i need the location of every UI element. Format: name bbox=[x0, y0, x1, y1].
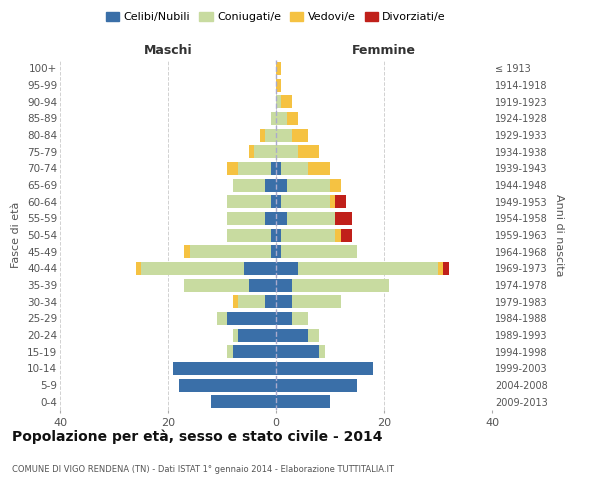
Bar bbox=[330, 195, 335, 208]
Bar bbox=[287, 212, 335, 225]
Bar bbox=[276, 278, 292, 291]
Text: COMUNE DI VIGO RENDENA (TN) - Dati ISTAT 1° gennaio 2014 - Elaborazione TUTTITAL: COMUNE DI VIGO RENDENA (TN) - Dati ISTAT… bbox=[12, 465, 394, 474]
Y-axis label: Fasce di età: Fasce di età bbox=[11, 202, 22, 268]
Bar bbox=[330, 178, 341, 192]
Bar bbox=[265, 128, 276, 141]
Bar bbox=[298, 262, 438, 275]
Bar bbox=[281, 95, 292, 108]
Bar bbox=[287, 178, 330, 192]
Bar bbox=[227, 162, 238, 175]
Bar bbox=[233, 345, 276, 358]
Bar bbox=[184, 245, 190, 258]
Bar bbox=[276, 328, 308, 342]
Bar bbox=[244, 262, 276, 275]
Bar bbox=[217, 312, 227, 325]
Bar bbox=[298, 145, 319, 158]
Bar bbox=[276, 195, 281, 208]
Bar bbox=[276, 212, 287, 225]
Bar bbox=[281, 245, 357, 258]
Bar bbox=[335, 228, 341, 241]
Bar bbox=[276, 162, 281, 175]
Bar bbox=[184, 278, 249, 291]
Bar bbox=[233, 295, 238, 308]
Bar bbox=[281, 195, 330, 208]
Bar bbox=[227, 195, 271, 208]
Bar bbox=[211, 395, 276, 408]
Bar bbox=[265, 212, 276, 225]
Bar bbox=[238, 162, 271, 175]
Text: Maschi: Maschi bbox=[143, 44, 193, 57]
Bar bbox=[276, 395, 330, 408]
Bar bbox=[271, 228, 276, 241]
Bar bbox=[341, 228, 352, 241]
Bar bbox=[276, 345, 319, 358]
Bar bbox=[233, 178, 265, 192]
Bar bbox=[276, 228, 281, 241]
Bar bbox=[254, 145, 276, 158]
Bar bbox=[271, 112, 276, 125]
Bar bbox=[276, 362, 373, 375]
Bar bbox=[292, 128, 308, 141]
Bar bbox=[271, 162, 276, 175]
Bar bbox=[233, 328, 238, 342]
Bar bbox=[276, 378, 357, 392]
Bar bbox=[292, 278, 389, 291]
Bar bbox=[238, 328, 276, 342]
Bar bbox=[260, 128, 265, 141]
Bar bbox=[276, 245, 281, 258]
Bar bbox=[249, 278, 276, 291]
Bar bbox=[276, 178, 287, 192]
Bar bbox=[287, 112, 298, 125]
Bar bbox=[308, 328, 319, 342]
Bar bbox=[227, 212, 265, 225]
Legend: Celibi/Nubili, Coniugati/e, Vedovi/e, Divorziati/e: Celibi/Nubili, Coniugati/e, Vedovi/e, Di… bbox=[101, 7, 451, 26]
Bar bbox=[276, 62, 281, 75]
Bar bbox=[276, 78, 281, 92]
Bar bbox=[227, 345, 233, 358]
Text: Femmine: Femmine bbox=[352, 44, 416, 57]
Bar bbox=[438, 262, 443, 275]
Y-axis label: Anni di nascita: Anni di nascita bbox=[554, 194, 564, 276]
Bar bbox=[136, 262, 141, 275]
Bar bbox=[141, 262, 244, 275]
Bar bbox=[281, 228, 335, 241]
Bar bbox=[276, 262, 298, 275]
Bar bbox=[319, 345, 325, 358]
Bar bbox=[249, 145, 254, 158]
Bar bbox=[308, 162, 330, 175]
Bar bbox=[173, 362, 276, 375]
Text: Popolazione per età, sesso e stato civile - 2014: Popolazione per età, sesso e stato civil… bbox=[12, 430, 383, 444]
Bar bbox=[281, 162, 308, 175]
Bar bbox=[276, 128, 292, 141]
Bar bbox=[292, 295, 341, 308]
Bar bbox=[276, 95, 281, 108]
Bar bbox=[227, 312, 276, 325]
Bar bbox=[265, 178, 276, 192]
Bar bbox=[271, 195, 276, 208]
Bar bbox=[179, 378, 276, 392]
Bar bbox=[276, 145, 298, 158]
Bar bbox=[335, 195, 346, 208]
Bar bbox=[443, 262, 449, 275]
Bar bbox=[276, 312, 292, 325]
Bar bbox=[265, 295, 276, 308]
Bar bbox=[227, 228, 271, 241]
Bar bbox=[238, 295, 265, 308]
Bar bbox=[276, 295, 292, 308]
Bar bbox=[335, 212, 352, 225]
Bar bbox=[276, 112, 287, 125]
Bar bbox=[271, 245, 276, 258]
Bar bbox=[190, 245, 271, 258]
Bar bbox=[292, 312, 308, 325]
